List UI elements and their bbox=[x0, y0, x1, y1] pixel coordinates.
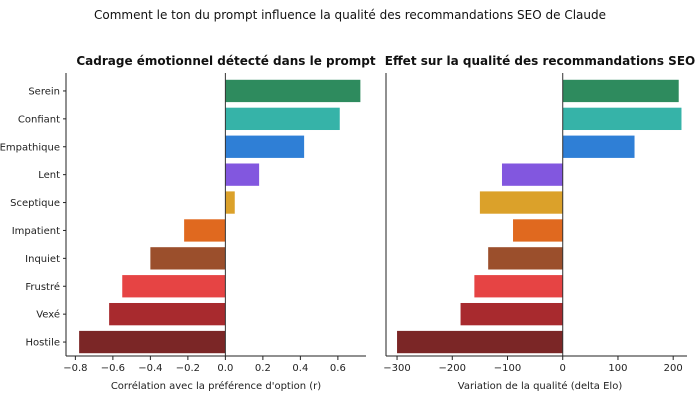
category-label-sceptique: Sceptique bbox=[10, 198, 60, 209]
category-label-serein: Serein bbox=[28, 86, 60, 97]
x-tick-label-right: 200 bbox=[664, 363, 683, 374]
category-label-impatient: Impatient bbox=[12, 226, 60, 237]
bar-left-sceptique bbox=[225, 191, 235, 214]
x-tick-label-right: −200 bbox=[439, 363, 466, 374]
bar-right-hostile bbox=[397, 330, 563, 354]
x-tick-label-left: −0.8 bbox=[63, 363, 87, 374]
x-tick-label-left: 0.4 bbox=[292, 363, 308, 374]
category-label-confiant: Confiant bbox=[18, 114, 60, 125]
x-tick-label-left: 0.6 bbox=[330, 363, 346, 374]
x-tick-label-right: −300 bbox=[383, 363, 410, 374]
panel-title-left: Cadrage émotionnel détecté dans le promp… bbox=[76, 54, 376, 68]
bar-right-vexe bbox=[460, 302, 563, 326]
bar-right-inquiet bbox=[488, 247, 563, 270]
bar-right-sceptique bbox=[479, 191, 563, 214]
bar-right-confiant bbox=[562, 107, 682, 131]
bar-left-hostile bbox=[79, 330, 226, 354]
bar-left-vexe bbox=[109, 302, 226, 326]
bar-right-frustre bbox=[474, 275, 563, 298]
bar-left-frustre bbox=[122, 275, 226, 298]
x-tick-label-left: 0.0 bbox=[217, 363, 233, 374]
category-label-hostile: Hostile bbox=[26, 338, 60, 349]
category-label-vexe: Vexé bbox=[36, 309, 60, 321]
x-tick-label-right: 100 bbox=[608, 363, 627, 374]
bar-left-impatient bbox=[184, 219, 226, 242]
figure-suptitle: Comment le ton du prompt influence la qu… bbox=[94, 8, 606, 22]
bar-left-serein bbox=[225, 79, 361, 103]
bar-right-lent bbox=[501, 163, 563, 186]
panel-title-right: Effet sur la qualité des recommandations… bbox=[385, 54, 695, 68]
bar-left-inquiet bbox=[150, 247, 226, 270]
x-tick-label-left: −0.4 bbox=[138, 363, 162, 374]
panel-seo-quality-effect: Effet sur la qualité des recommandations… bbox=[383, 54, 695, 392]
category-label-inquiet: Inquiet bbox=[25, 254, 60, 265]
bar-right-empathique bbox=[562, 135, 635, 158]
bar-right-impatient bbox=[513, 219, 563, 242]
x-tick-label-left: −0.6 bbox=[101, 363, 125, 374]
x-tick-label-left: 0.2 bbox=[255, 363, 271, 374]
x-tick-label-left: −0.2 bbox=[176, 363, 200, 374]
x-axis-label-right: Variation de la qualité (delta Elo) bbox=[458, 380, 623, 392]
bar-left-confiant bbox=[225, 107, 340, 131]
bar-left-lent bbox=[225, 163, 260, 186]
panel-emotional-framing: Cadrage émotionnel détecté dans le promp… bbox=[0, 54, 376, 392]
bar-left-empathique bbox=[225, 135, 305, 158]
x-tick-label-right: 0 bbox=[560, 363, 566, 374]
bar-right-serein bbox=[562, 79, 679, 103]
x-tick-label-right: −100 bbox=[494, 363, 521, 374]
x-axis-label-left: Corrélation avec la préférence d'option … bbox=[111, 380, 321, 392]
category-label-frustre: Frustré bbox=[25, 281, 60, 293]
category-label-lent: Lent bbox=[38, 170, 60, 181]
category-label-empathique: Empathique bbox=[0, 142, 60, 153]
